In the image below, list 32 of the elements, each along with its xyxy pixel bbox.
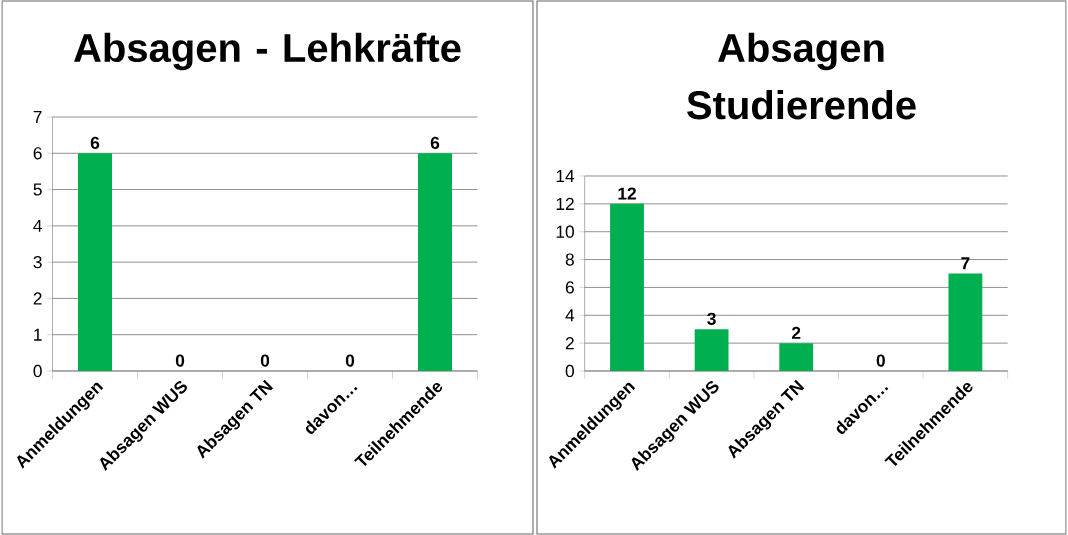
- chart-title: Absagen Studierende: [687, 32, 916, 120]
- y-tick-label: 1: [34, 328, 42, 341]
- y-tick-label: 3: [33, 255, 42, 269]
- y-tick-label: 8: [565, 253, 574, 266]
- chart-title: Absagen - Lehkräfte: [74, 32, 461, 71]
- bar: [779, 343, 814, 371]
- y-tick-label: 7: [33, 111, 42, 123]
- data-label: 7: [961, 257, 970, 270]
- y-tick-label: 2: [565, 337, 574, 350]
- y-tick-label: 4: [565, 309, 575, 322]
- data-label: 0: [345, 354, 355, 367]
- y-tick-label: 0: [565, 364, 574, 378]
- y-tick-label: 5: [33, 183, 42, 196]
- bar: [610, 203, 644, 371]
- y-tick-label: 12: [556, 197, 574, 210]
- y-tick-label: 0: [33, 364, 42, 378]
- y-tick-label: 10: [556, 225, 574, 238]
- data-label: 6: [430, 136, 440, 150]
- data-label: 0: [175, 354, 185, 367]
- y-tick-label: 6: [565, 281, 574, 294]
- data-label: 0: [876, 354, 885, 367]
- data-label: 3: [707, 312, 716, 325]
- data-label: 12: [618, 187, 636, 200]
- bar: [694, 329, 729, 371]
- data-label: 2: [791, 326, 801, 339]
- y-tick-label: 2: [33, 292, 42, 305]
- y-tick-label: 4: [33, 219, 42, 232]
- data-label: 0: [260, 354, 270, 367]
- y-tick-label: 6: [33, 147, 42, 160]
- y-tick-label: 14: [556, 170, 575, 182]
- data-label: 6: [90, 136, 100, 150]
- bar: [948, 273, 983, 371]
